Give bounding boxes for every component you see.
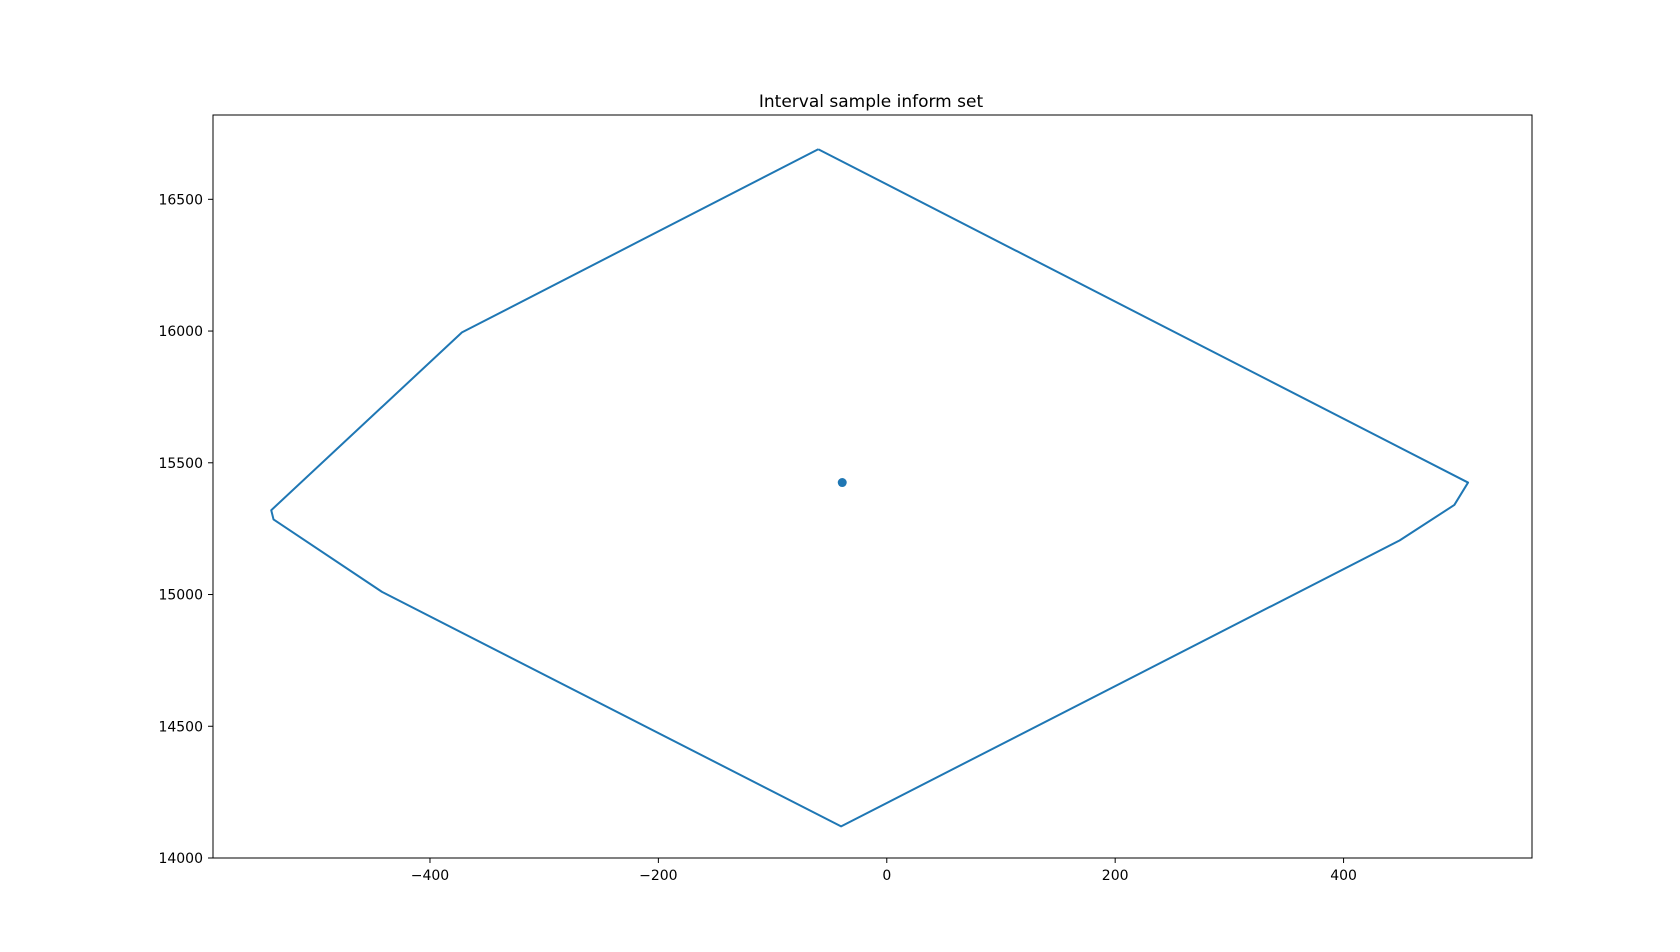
scatter-point-0 (837, 478, 847, 488)
x-tick-label: 200 (1102, 868, 1129, 884)
y-axis: 14000 14500 15000 15500 16000 16500 (158, 192, 213, 867)
plot-frame (212, 114, 1533, 859)
x-tick-label: −200 (639, 868, 677, 884)
chart-marks (270, 148, 1470, 828)
y-tick-label: 15500 (158, 456, 203, 472)
y-tick-label: 14500 (158, 719, 203, 735)
series-line-0 (270, 148, 1470, 828)
y-tick-label: 15000 (158, 588, 203, 604)
y-tick-label: 16000 (158, 324, 203, 340)
x-axis: −400 −200 0 200 400 (411, 858, 1357, 884)
y-tick-label: 14000 (158, 851, 203, 867)
x-tick-label: −400 (411, 868, 449, 884)
x-tick-label: 400 (1330, 868, 1357, 884)
y-tick-label: 16500 (158, 192, 203, 208)
x-tick-label: 0 (882, 868, 891, 884)
chart-title: Interval sample inform set (759, 92, 984, 112)
